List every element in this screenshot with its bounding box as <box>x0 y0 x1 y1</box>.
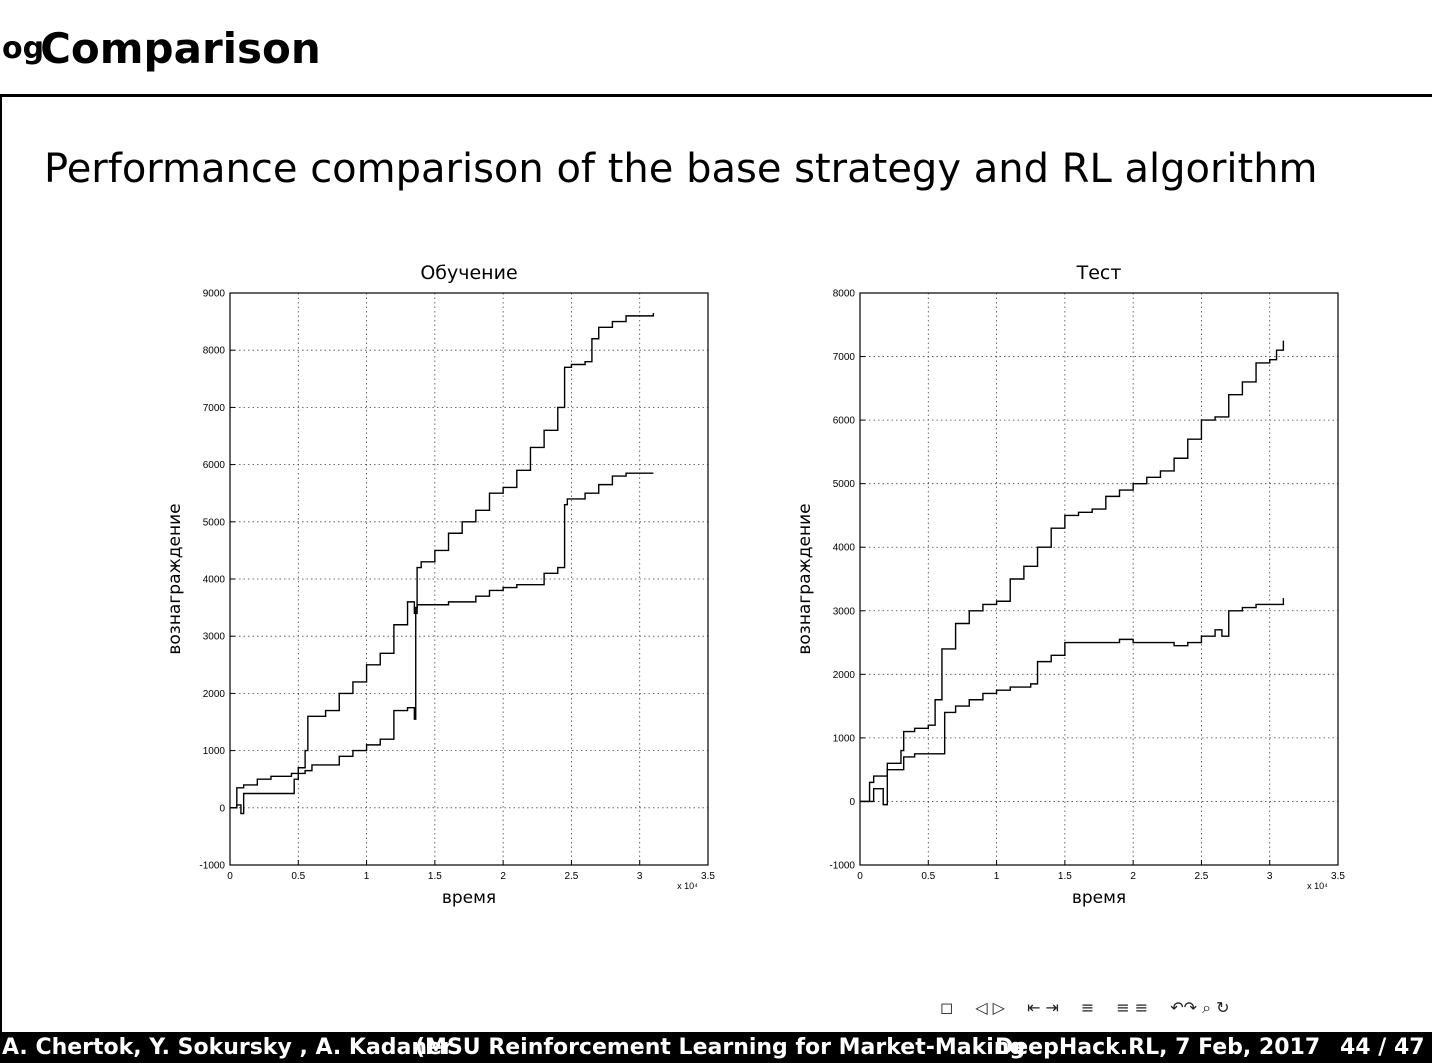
frame-nav-icon[interactable]: ◻ <box>940 998 954 1017</box>
footer-bar: A. Chertok, Y. Sokursky , A. Kadaner (MS… <box>0 1032 1432 1063</box>
x-tick-label: 0 <box>227 871 233 882</box>
y-tick-label: -1000 <box>829 861 855 872</box>
y-tick-label: 8000 <box>203 346 226 357</box>
x-axis-label: время <box>1072 888 1126 908</box>
y-axis-label: вознаграждение <box>795 503 815 654</box>
subsection-nav-icon[interactable]: ⇤ ⇥ <box>1026 998 1059 1017</box>
y-tick-label: 5000 <box>833 479 856 490</box>
y-tick-label: 1000 <box>833 733 856 744</box>
y-tick-label: 9000 <box>203 289 226 300</box>
footer-page-number: 44 / 47 <box>1340 1035 1425 1060</box>
x-tick-label: 3.5 <box>701 871 715 882</box>
y-tick-label: 7000 <box>203 403 226 414</box>
x-tick-label: 1.5 <box>1058 871 1072 882</box>
x-tick-label: 3 <box>637 871 643 882</box>
slide-heading: Performance comparison of the base strat… <box>44 146 1318 192</box>
series-line-1 <box>860 340 1285 803</box>
frame-title-text: Comparison <box>40 23 321 73</box>
x-axis-multiplier: x 10⁴ <box>677 881 698 891</box>
frame-title: og Comparison <box>0 20 321 76</box>
frame-title-prefix: og <box>2 30 45 66</box>
x-tick-label: 1.5 <box>428 871 442 882</box>
appendix-nav-icon[interactable]: ≡ ≡ <box>1116 998 1149 1017</box>
x-axis-label: время <box>442 888 496 908</box>
y-tick-label: 0 <box>219 803 225 814</box>
x-tick-label: 1 <box>994 871 1000 882</box>
footer-event: DeepHack.RL, 7 Feb, 2017 <box>995 1035 1321 1060</box>
x-tick-label: 3 <box>1267 871 1273 882</box>
section-nav-icon[interactable]: ◁ ▷ <box>975 998 1005 1017</box>
x-tick-label: 2 <box>1130 871 1136 882</box>
chart-title: Обучение <box>420 262 517 284</box>
x-tick-label: 1 <box>364 871 370 882</box>
x-axis-multiplier: x 10⁴ <box>1307 881 1328 891</box>
x-tick-label: 3.5 <box>1331 871 1345 882</box>
x-tick-label: 2 <box>500 871 506 882</box>
series-line-2 <box>230 472 654 815</box>
plot-frame <box>859 292 1339 866</box>
series-line-2 <box>860 598 1285 806</box>
footer-authors: A. Chertok, Y. Sokursky , A. Kadaner <box>2 1035 453 1060</box>
footer-title: (MSU Reinforcement Learning for Market-M… <box>415 1035 1026 1060</box>
y-tick-label: 6000 <box>203 460 226 471</box>
x-tick-label: 2.5 <box>1194 871 1208 882</box>
y-tick-label: 0 <box>849 797 855 808</box>
y-tick-label: 5000 <box>203 517 226 528</box>
training-chart: 0 0.5 1 1.5 2 2.5 3 3.5-10000100020003000400050… <box>165 262 715 908</box>
x-tick-label: 0 <box>857 871 863 882</box>
y-tick-label: -1000 <box>199 861 225 872</box>
y-tick-label: 2000 <box>833 670 856 681</box>
series-line-1 <box>230 313 655 809</box>
y-axis-label: вознаграждение <box>165 503 185 654</box>
y-tick-label: 6000 <box>833 416 856 427</box>
chart-title: Тест <box>1076 262 1122 284</box>
test-chart: 0 0.5 1 1.5 2 2.5 3 3.5-10000100020003000400050… <box>795 262 1345 908</box>
y-tick-label: 4000 <box>833 543 856 554</box>
y-tick-label: 4000 <box>203 575 226 586</box>
left-border <box>0 97 2 1032</box>
x-tick-label: 0.5 <box>291 871 305 882</box>
y-tick-label: 7000 <box>833 352 856 363</box>
beamer-navigation: ◻ ◁ ▷ ⇤ ⇥ ≡ ≡ ≡ ↶↷ ⌕ ↻ <box>940 998 1230 1018</box>
y-tick-label: 8000 <box>833 289 856 300</box>
y-tick-label: 2000 <box>203 689 226 700</box>
x-tick-label: 0.5 <box>921 871 935 882</box>
x-tick-label: 2.5 <box>564 871 578 882</box>
slide-nav-icon[interactable]: ≡ <box>1080 998 1095 1017</box>
search-icon[interactable]: ↶↷ ⌕ ↻ <box>1170 998 1230 1017</box>
y-tick-label: 3000 <box>833 606 856 617</box>
title-rule <box>0 94 1432 97</box>
y-tick-label: 3000 <box>203 632 226 643</box>
y-tick-label: 1000 <box>203 746 226 757</box>
